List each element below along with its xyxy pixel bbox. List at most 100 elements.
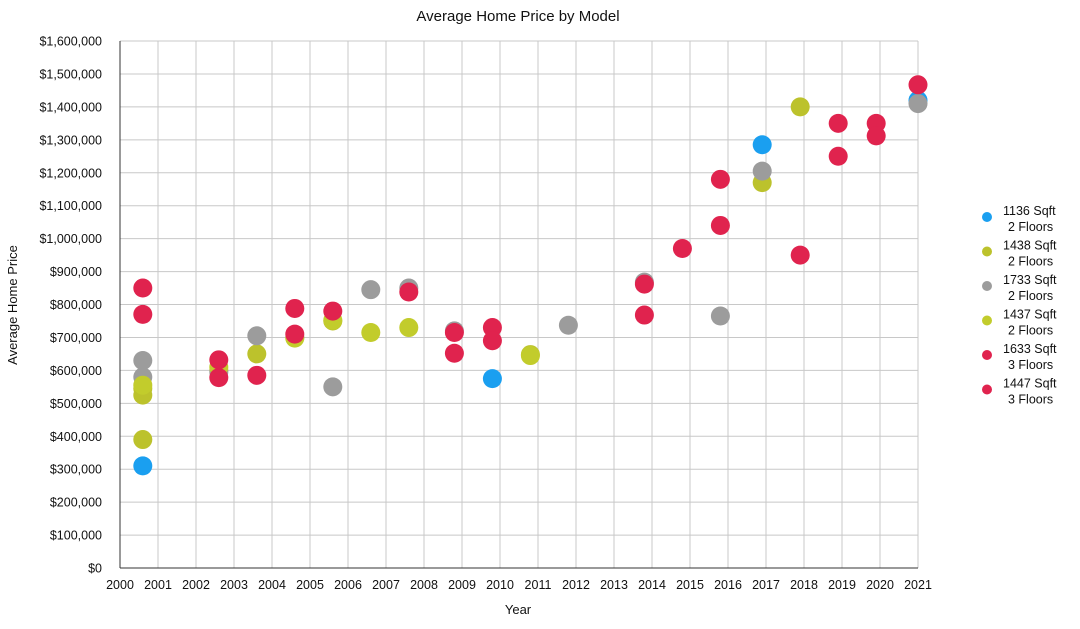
data-point-series-1 bbox=[133, 456, 153, 476]
x-tick-label: 2015 bbox=[676, 578, 704, 592]
data-point-series-5 bbox=[209, 368, 229, 388]
data-point-series-5 bbox=[634, 274, 654, 294]
y-axis-title: Average Home Price bbox=[5, 245, 20, 365]
x-tick-label: 2019 bbox=[828, 578, 856, 592]
x-tick-label: 2017 bbox=[752, 578, 780, 592]
x-tick-label: 2001 bbox=[144, 578, 172, 592]
x-tick-label: 2009 bbox=[448, 578, 476, 592]
x-tick-label: 2018 bbox=[790, 578, 818, 592]
data-point-series-3 bbox=[323, 377, 343, 397]
data-points bbox=[133, 75, 928, 476]
data-point-series-5 bbox=[399, 282, 419, 302]
x-tick-label: 2007 bbox=[372, 578, 400, 592]
legend-label: 1447 Sqft 3 Floors bbox=[1003, 377, 1057, 407]
grid-lines bbox=[120, 40, 919, 568]
y-tick-label: $800,000 bbox=[50, 298, 102, 312]
y-tick-label: $1,300,000 bbox=[39, 133, 102, 147]
data-point-series-4 bbox=[133, 375, 153, 395]
x-tick-label: 2006 bbox=[334, 578, 362, 592]
y-tick-label: $1,200,000 bbox=[39, 166, 102, 180]
x-tick-label: 2000 bbox=[106, 578, 134, 592]
x-tick-label: 2008 bbox=[410, 578, 438, 592]
data-point-series-1 bbox=[482, 369, 502, 389]
x-axis-title: Year bbox=[505, 602, 532, 617]
data-point-series-5 bbox=[828, 113, 848, 133]
y-axis-tick-labels: $0 $100,000 $200,000 $300,000 $400,000 $500,0… bbox=[39, 35, 102, 576]
legend-label: 1437 Sqft 2 Floors bbox=[1003, 308, 1057, 338]
data-point-series-3 bbox=[558, 315, 578, 335]
data-point-series-5 bbox=[710, 169, 730, 189]
data-point-series-5 bbox=[634, 305, 654, 325]
legend-label: 1733 Sqft 2 Floors bbox=[1003, 273, 1057, 303]
x-tick-label: 2020 bbox=[866, 578, 894, 592]
legend-marker bbox=[982, 281, 992, 291]
legend: 1136 Sqft 2 Floors 1438 Sqft 2 Floors 1733 S… bbox=[982, 204, 1057, 407]
x-tick-label: 2012 bbox=[562, 578, 590, 592]
x-tick-label: 2021 bbox=[904, 578, 932, 592]
data-point-series-5 bbox=[710, 215, 730, 235]
data-point-series-4 bbox=[520, 346, 540, 366]
x-tick-label: 2010 bbox=[486, 578, 514, 592]
data-point-series-5 bbox=[828, 146, 848, 166]
x-axis-tick-labels: 2000 2001 2002 2003 2004 2005 2006 2007 2008 2009… bbox=[106, 578, 932, 592]
data-point-series-5 bbox=[444, 343, 464, 363]
data-point-series-5 bbox=[908, 75, 928, 95]
data-point-series-3 bbox=[361, 280, 381, 300]
data-point-series-5 bbox=[133, 278, 153, 298]
y-tick-label: $1,500,000 bbox=[39, 67, 102, 81]
data-point-series-5 bbox=[285, 324, 305, 344]
data-point-series-2 bbox=[247, 344, 267, 364]
y-tick-label: $1,400,000 bbox=[39, 100, 102, 114]
legend-label: 1136 Sqft 2 Floors bbox=[1003, 204, 1056, 234]
data-point-series-5 bbox=[209, 350, 229, 370]
data-point-series-5 bbox=[482, 331, 502, 351]
data-point-series-3 bbox=[247, 326, 267, 346]
legend-marker bbox=[982, 212, 992, 222]
data-point-series-5 bbox=[672, 239, 692, 259]
y-tick-label: $0 bbox=[88, 562, 102, 576]
y-tick-label: $300,000 bbox=[50, 463, 102, 477]
data-point-series-3 bbox=[908, 94, 928, 114]
x-tick-label: 2011 bbox=[525, 578, 552, 592]
data-point-series-5 bbox=[790, 245, 810, 265]
data-point-series-4 bbox=[399, 318, 419, 338]
legend-marker bbox=[982, 384, 992, 395]
y-tick-label: $400,000 bbox=[50, 430, 102, 444]
legend-label: 1438 Sqft 2 Floors bbox=[1003, 239, 1057, 269]
data-point-series-3 bbox=[752, 161, 772, 181]
y-tick-label: $1,100,000 bbox=[39, 199, 102, 213]
y-tick-label: $1,600,000 bbox=[39, 35, 102, 49]
data-point-series-5 bbox=[444, 322, 464, 342]
data-point-series-1 bbox=[752, 135, 772, 155]
data-point-series-5 bbox=[866, 126, 886, 146]
x-tick-label: 2014 bbox=[638, 578, 666, 592]
data-point-series-5 bbox=[247, 365, 267, 385]
y-tick-label: $1,000,000 bbox=[39, 232, 102, 246]
data-point-series-3 bbox=[133, 350, 153, 370]
x-tick-label: 2004 bbox=[258, 578, 286, 592]
legend-marker bbox=[982, 350, 992, 360]
data-point-series-5 bbox=[133, 304, 153, 324]
data-point-series-5 bbox=[482, 318, 502, 338]
data-point-series-3 bbox=[710, 306, 730, 326]
legend-marker bbox=[982, 246, 992, 257]
data-point-series-4 bbox=[361, 322, 381, 342]
legend-label: 1633 Sqft 3 Floors bbox=[1003, 342, 1057, 372]
y-tick-label: $700,000 bbox=[50, 331, 102, 345]
data-point-series-2 bbox=[133, 430, 153, 450]
data-point-series-5 bbox=[323, 301, 343, 321]
legend-marker bbox=[982, 315, 992, 326]
data-point-series-5 bbox=[285, 298, 305, 318]
x-tick-label: 2003 bbox=[220, 578, 248, 592]
chart-title: Average Home Price by Model bbox=[416, 8, 619, 25]
data-point-series-2 bbox=[790, 97, 810, 117]
x-tick-label: 2013 bbox=[600, 578, 628, 592]
x-tick-label: 2002 bbox=[182, 578, 210, 592]
x-tick-label: 2005 bbox=[296, 578, 324, 592]
y-tick-label: $600,000 bbox=[50, 364, 102, 378]
y-tick-label: $100,000 bbox=[50, 529, 102, 543]
axes bbox=[119, 41, 918, 569]
y-tick-label: $900,000 bbox=[50, 265, 102, 279]
